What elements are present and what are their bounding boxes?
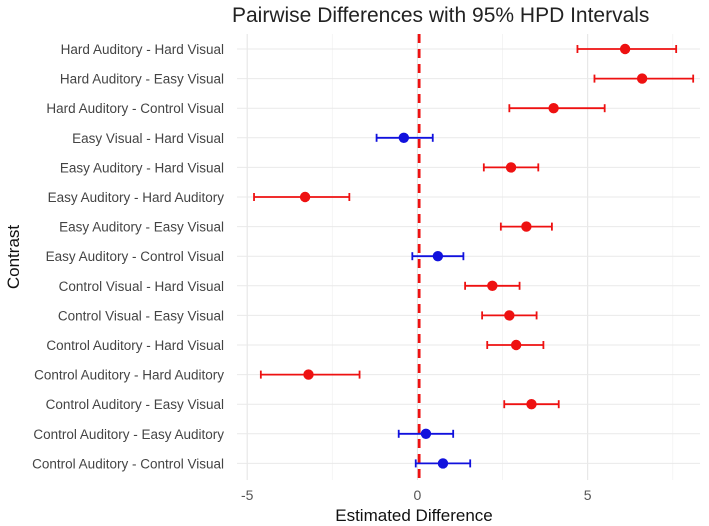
estimate-point: [420, 428, 432, 439]
x-axis-title: Estimated Difference: [335, 506, 492, 525]
contrast-label: Easy Auditory - Easy Visual: [59, 220, 224, 235]
estimate-point: [487, 280, 498, 291]
contrast-label: Easy Visual - Hard Visual: [72, 131, 224, 146]
grid-lines: [237, 34, 700, 480]
contrast-label: Control Auditory - Control Visual: [32, 456, 224, 471]
contrast-label: Control Auditory - Easy Visual: [46, 397, 224, 412]
contrast-label: Easy Auditory - Hard Auditory: [48, 190, 225, 205]
estimate-point: [619, 43, 631, 55]
contrast-label: Control Auditory - Easy Auditory: [33, 427, 224, 442]
estimate-point: [299, 191, 311, 203]
estimate-point: [521, 221, 532, 232]
y-tick-labels: Hard Auditory - Hard Visual Hard Auditory…: [32, 42, 224, 471]
estimate-point: [437, 458, 449, 469]
contrast-label: Hard Auditory - Easy Visual: [60, 72, 224, 87]
estimate-points: [299, 43, 648, 469]
contrast-label: Easy Auditory - Control Visual: [46, 249, 224, 264]
x-tick-labels: -5 0 5: [241, 487, 592, 503]
estimate-point: [398, 132, 410, 143]
estimate-point: [548, 103, 559, 114]
contrast-label: Control Visual - Hard Visual: [59, 279, 224, 294]
estimate-point: [504, 310, 515, 321]
contrast-label: Hard Auditory - Hard Visual: [61, 42, 224, 57]
x-tick-label: -5: [241, 487, 254, 503]
x-tick-label: 5: [584, 487, 592, 503]
contrast-label: Control Visual - Easy Visual: [58, 308, 224, 323]
estimate-point: [432, 251, 444, 262]
estimate-point: [303, 369, 314, 380]
chart-title: Pairwise Differences with 95% HPD Interv…: [232, 4, 649, 27]
estimate-point: [636, 73, 648, 84]
y-axis-title: Contrast: [4, 225, 23, 290]
contrast-label: Hard Auditory - Control Visual: [46, 101, 224, 116]
estimate-point: [510, 339, 522, 351]
estimate-point: [505, 162, 517, 173]
x-tick-label: 0: [414, 487, 422, 503]
contrast-label: Easy Auditory - Hard Visual: [60, 160, 224, 175]
contrast-label: Control Auditory - Hard Visual: [46, 338, 224, 353]
estimate-point: [526, 399, 537, 410]
contrast-label: Control Auditory - Hard Auditory: [34, 368, 224, 383]
